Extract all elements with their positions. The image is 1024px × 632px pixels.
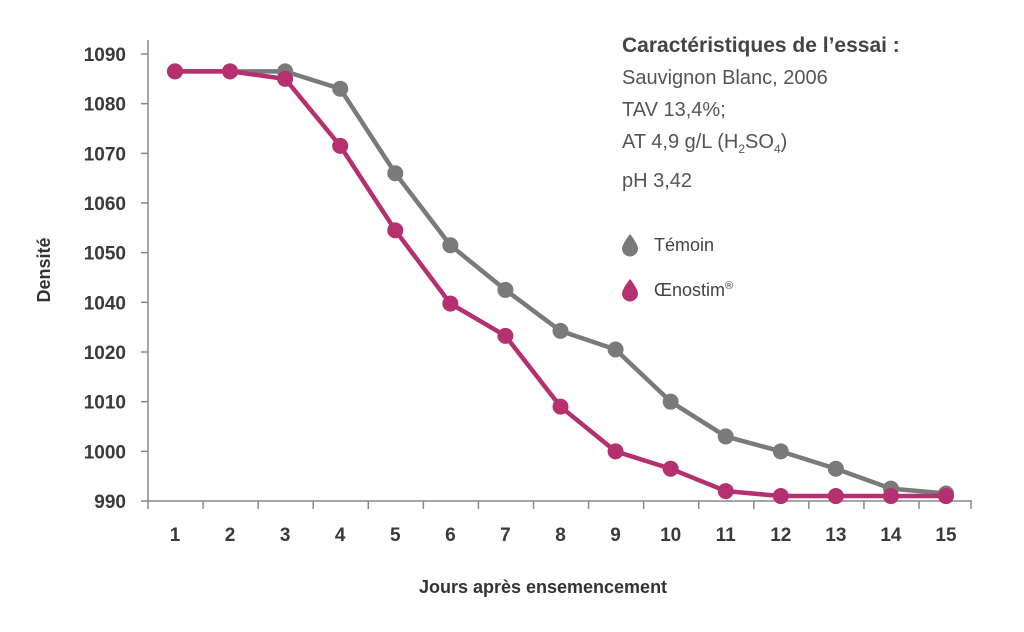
info-heading: Caractéristiques de l’essai : [622,34,900,57]
y-tick-label: 1050 [84,244,126,265]
data-point [662,393,679,410]
data-point [552,322,569,339]
x-tick-label: 12 [770,525,791,546]
x-tick-label: 5 [390,525,401,546]
data-point [827,488,844,505]
series-layer [167,63,954,505]
data-point [827,460,844,477]
data-point [497,327,514,344]
data-point [607,443,624,460]
data-point [387,222,404,239]
data-point [167,63,183,80]
data-point [938,488,954,505]
y-tick-label: 1010 [84,393,126,414]
data-point [662,460,679,477]
grey-drop-icon [622,234,638,257]
legend: Témoin Œnostim® [620,230,733,305]
y-tick-label: 1000 [84,442,126,463]
info-acidity: AT 4,9 g/L (H2SO4) [622,131,788,156]
y-tick-label: 1070 [84,144,126,165]
x-tick-label: 3 [280,525,291,546]
data-point [332,137,349,154]
data-point [222,63,239,80]
tick-labels: 1090 1080 1070 1060 1050 1040 1020 1010 1000 990 1… [84,45,972,546]
y-tick-label: 1080 [84,95,126,116]
y-tick-label: 1020 [84,343,126,364]
x-tick-label: 14 [880,525,902,546]
legend-item-oenostim: Œnostim® [620,275,733,305]
x-tick-label: 7 [500,525,511,546]
data-point [552,398,569,415]
x-tick-label: 10 [660,525,681,546]
x-tick-label: 11 [716,525,737,546]
y-tick-label: 1090 [84,45,126,66]
data-point [717,428,734,445]
data-point [497,281,514,298]
data-point [332,80,349,97]
data-point [387,165,404,182]
x-tick-label: 1 [170,525,181,546]
info-variety: Sauvignon Blanc, 2006 [622,67,828,89]
x-tick-label: 9 [610,525,621,546]
x-axis-title: Jours après ensemencement [419,577,667,597]
data-point [442,237,459,254]
pink-drop-icon [622,279,638,302]
legend-label-temoin: Témoin [654,234,715,255]
data-point [277,70,294,87]
y-tick-label: 1060 [84,194,126,215]
y-tick-label: 1040 [84,293,126,314]
x-tick-label: 13 [825,525,846,546]
series-oenostim [167,63,954,505]
data-point [442,295,459,312]
trial-characteristics: Caractéristiques de l’essai : Sauvignon … [622,30,900,197]
data-point [882,488,899,505]
x-tick-label: 8 [555,525,566,546]
data-point [772,488,789,505]
x-tick-label: 4 [335,525,346,546]
info-ph: pH 3,42 [622,170,693,192]
data-point [772,443,789,460]
legend-item-temoin: Témoin [620,230,733,260]
data-point [607,341,624,358]
y-tick-label: 990 [94,492,126,513]
legend-label-oenostim: Œnostim® [654,279,734,300]
data-point [717,483,734,500]
x-tick-label: 2 [225,525,236,546]
y-axis-title: Densité [34,237,54,302]
info-tav: TAV 13,4%; [622,99,726,121]
x-tick-label: 6 [445,525,456,546]
x-tick-label: 15 [935,525,957,546]
